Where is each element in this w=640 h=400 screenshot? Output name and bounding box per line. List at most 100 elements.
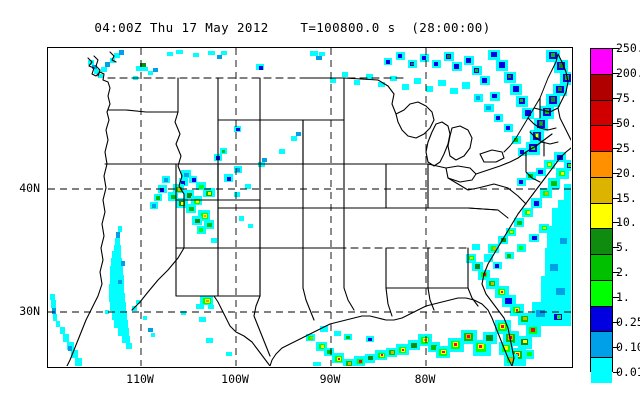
state-ok-north (259, 207, 304, 249)
precip-gulf-coast (306, 326, 497, 366)
colorbar-tick-label: 0.01 (616, 365, 640, 379)
colorbar-tick (613, 172, 619, 174)
colorbar-tick-label: 250. (616, 41, 640, 55)
colorbar-tick (613, 272, 619, 274)
state-mt-wy (217, 77, 261, 121)
border-sc-ga (467, 247, 479, 307)
colorbar (590, 48, 613, 383)
colorbar-tick-label: 200. (616, 65, 640, 80)
coastline-puget-sound (93, 55, 101, 77)
state-mo (302, 163, 345, 209)
colorbar-tick (613, 247, 619, 249)
figure-title: 04:00Z Thu 17 May 2012 T=100800.0 s (28:… (94, 20, 491, 35)
border-ma-ct (529, 131, 559, 145)
xtick-label: 90W (319, 372, 341, 386)
colorbar-tick-label: 15. (616, 190, 637, 205)
colorbar-tick (613, 48, 619, 49)
map-plot-area (47, 47, 573, 368)
border-ne-canada (503, 53, 559, 153)
colorbar-band (591, 177, 612, 204)
precip-field (50, 50, 571, 366)
state-ks (259, 163, 304, 209)
colorbar-tick (613, 372, 619, 373)
colorbar-tick-label: 25. (616, 140, 637, 155)
coastline-maine (557, 53, 571, 141)
colorbar-band (591, 203, 612, 230)
lake-ontario (479, 149, 505, 163)
xtick-label: 100W (221, 372, 249, 386)
coastline-west (66, 57, 111, 366)
colorbar-tick (613, 347, 619, 349)
coastline-gulf (269, 305, 427, 366)
border-tx-la (302, 247, 315, 321)
border-ma-north (527, 117, 557, 131)
border-al-ms (385, 247, 393, 317)
colorbar-tick (613, 322, 619, 324)
border-oh-ky (343, 163, 447, 169)
colorbar-band (591, 255, 612, 281)
colorbar-tick-label: 75. (616, 90, 637, 105)
colorbar-band (591, 332, 612, 359)
colorbar-tick (613, 147, 619, 149)
colorbar-band (591, 126, 612, 153)
lake-huron (447, 125, 473, 161)
precipitation-map (48, 48, 571, 366)
colorbar-tick-label: 10. (616, 215, 637, 230)
colorbar-tick-label: 20. (616, 165, 637, 180)
state-nm-south (217, 247, 261, 297)
colorbar-tick-label: 5. (616, 240, 630, 255)
precip-california (50, 226, 155, 366)
colorbar-tick (613, 222, 619, 224)
state-co (217, 163, 261, 209)
border-ca-az (131, 193, 185, 311)
ytick-label: 40N (19, 181, 40, 195)
state-az (175, 247, 219, 297)
colorbar-tick (613, 122, 619, 124)
colorbar-tick-label: 1. (616, 290, 630, 305)
colorbar-band (591, 74, 612, 101)
border-vt-nh (533, 107, 559, 113)
precip-colorado-utah (150, 64, 301, 243)
precip-northeast (330, 50, 571, 156)
colorbar-tick (613, 72, 619, 74)
colorbar-band (591, 280, 612, 307)
precip-west-texas (181, 296, 232, 356)
state-ia (302, 119, 345, 165)
graticule (48, 48, 571, 366)
precip-pacific-northwest (88, 50, 325, 80)
colorbar-tick-label: 2. (616, 265, 630, 280)
colorbar-tick-label: 0.25 (616, 315, 640, 330)
colorbar-band (591, 49, 612, 75)
precip-southeast-interior (472, 168, 569, 269)
precip-mid-atlantic (517, 152, 571, 326)
coastline-atlantic (481, 147, 571, 366)
colorbar-band (591, 229, 612, 256)
border-va-md (477, 183, 527, 205)
colorbar-tick (613, 197, 619, 199)
colorbar-band (591, 358, 612, 383)
lake-michigan (425, 121, 451, 167)
coastline-vancouver (109, 51, 117, 63)
state-ar (302, 207, 345, 249)
coastline-florida-gulf (425, 297, 513, 366)
border-id-east (174, 77, 185, 195)
border-mn-canada (343, 77, 397, 115)
colorbar-band (591, 100, 612, 127)
colorbar-band (591, 152, 612, 178)
ytick-label: 30N (19, 304, 40, 318)
state-nd-sd (302, 77, 345, 121)
border-rio-grande (213, 295, 271, 366)
border-ms-la (343, 247, 355, 311)
colorbar-tick-label: 50. (616, 115, 637, 130)
border-tx-west (253, 247, 271, 357)
border-pa-nj (525, 151, 541, 183)
border-ga-al (427, 247, 435, 311)
colorbar-tick (613, 97, 619, 99)
border-nc-va (467, 207, 509, 219)
state-ne-co (259, 119, 304, 165)
lake-superior (395, 101, 435, 139)
map-geography (66, 51, 571, 366)
border-wa-or (107, 109, 179, 113)
colorbar-tick-label: 0.10 (616, 340, 640, 355)
